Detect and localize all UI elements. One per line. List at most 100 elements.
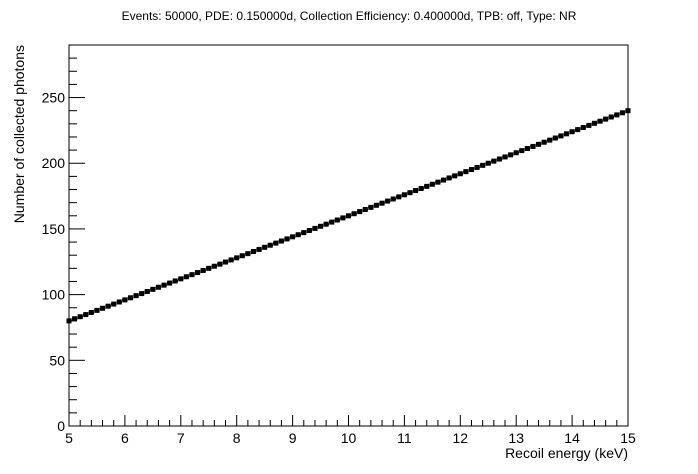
data-point <box>189 272 195 278</box>
data-points <box>66 108 631 324</box>
x-axis-label: Recoil energy (keV) <box>505 445 628 461</box>
data-point <box>295 232 301 238</box>
data-point <box>574 127 581 133</box>
data-point <box>155 284 162 290</box>
data-point <box>99 305 106 311</box>
data-point <box>373 202 380 208</box>
data-point <box>614 112 620 118</box>
data-point <box>306 228 313 234</box>
data-point <box>233 255 240 261</box>
data-point <box>245 251 251 257</box>
data-point <box>535 141 542 147</box>
data-point <box>541 139 547 145</box>
data-point <box>166 280 173 286</box>
x-tick-label: 14 <box>564 430 580 446</box>
data-point <box>194 270 201 276</box>
x-tick-label: 11 <box>397 430 412 446</box>
data-point <box>77 314 83 320</box>
data-point <box>485 160 492 166</box>
data-point <box>396 194 402 200</box>
data-point <box>228 257 234 263</box>
data-point <box>558 133 564 139</box>
y-tick-label: 0 <box>57 418 65 434</box>
data-point <box>340 215 346 221</box>
x-tick-label: 9 <box>289 430 297 446</box>
data-point <box>362 206 369 212</box>
data-point <box>122 297 128 303</box>
y-axis-label: Number of collected photons <box>11 45 27 223</box>
data-point <box>524 146 531 152</box>
data-point <box>468 167 475 173</box>
data-point <box>597 118 603 124</box>
data-point <box>496 156 503 162</box>
data-point <box>105 303 111 309</box>
y-tick-label: 200 <box>42 155 66 171</box>
data-point <box>412 188 419 194</box>
data-point <box>300 230 307 236</box>
data-point <box>150 286 156 292</box>
data-point <box>351 211 357 217</box>
data-point <box>384 198 391 204</box>
data-point <box>172 278 179 284</box>
data-point <box>82 312 89 318</box>
data-point <box>479 162 486 168</box>
data-point <box>586 122 592 128</box>
data-point <box>323 221 329 227</box>
data-point <box>267 242 274 248</box>
data-point <box>178 276 184 282</box>
x-tick-label: 8 <box>233 430 241 446</box>
data-point <box>552 135 559 141</box>
data-point <box>563 131 570 137</box>
data-point <box>546 137 553 143</box>
x-axis: 5 6 7 8 9 10 11 12 13 14 15 <box>65 415 636 446</box>
data-point <box>200 267 206 273</box>
x-tick-label: 15 <box>620 430 636 446</box>
data-point <box>138 291 145 297</box>
data-point <box>435 179 441 185</box>
data-point <box>463 169 469 175</box>
data-point <box>289 234 296 240</box>
data-point <box>513 150 519 156</box>
chart-title: Events: 50000, PDE: 0.150000d, Collectio… <box>122 9 577 23</box>
data-point <box>116 299 123 305</box>
data-point <box>418 185 424 191</box>
data-point <box>183 274 190 280</box>
data-point <box>423 183 430 189</box>
x-tick-label: 6 <box>121 430 129 446</box>
x-tick-label: 10 <box>341 430 357 446</box>
data-point <box>88 309 95 315</box>
data-point <box>407 190 413 196</box>
data-point <box>518 148 525 154</box>
data-point <box>345 213 352 219</box>
data-point <box>608 114 615 120</box>
data-point <box>317 223 324 229</box>
data-point <box>71 316 78 322</box>
x-tick-label: 7 <box>177 430 185 446</box>
data-point <box>328 219 335 225</box>
data-point <box>161 282 167 288</box>
data-point <box>110 301 117 307</box>
data-point <box>457 171 464 177</box>
data-point <box>356 209 363 215</box>
data-point <box>429 181 436 187</box>
data-point <box>127 295 134 301</box>
data-point <box>217 261 223 267</box>
data-point <box>205 265 212 271</box>
data-point <box>94 307 100 313</box>
y-tick-label: 100 <box>42 287 66 303</box>
data-point <box>133 293 139 299</box>
data-point <box>474 164 480 170</box>
data-point <box>312 225 318 231</box>
data-point <box>569 129 575 135</box>
x-tick-label: 13 <box>508 430 524 446</box>
data-point <box>390 196 397 202</box>
data-point <box>273 240 279 246</box>
data-point <box>401 192 408 198</box>
data-point <box>261 244 268 250</box>
data-point <box>222 259 229 265</box>
data-point <box>602 116 609 122</box>
data-point <box>446 175 452 181</box>
data-point <box>491 158 497 164</box>
